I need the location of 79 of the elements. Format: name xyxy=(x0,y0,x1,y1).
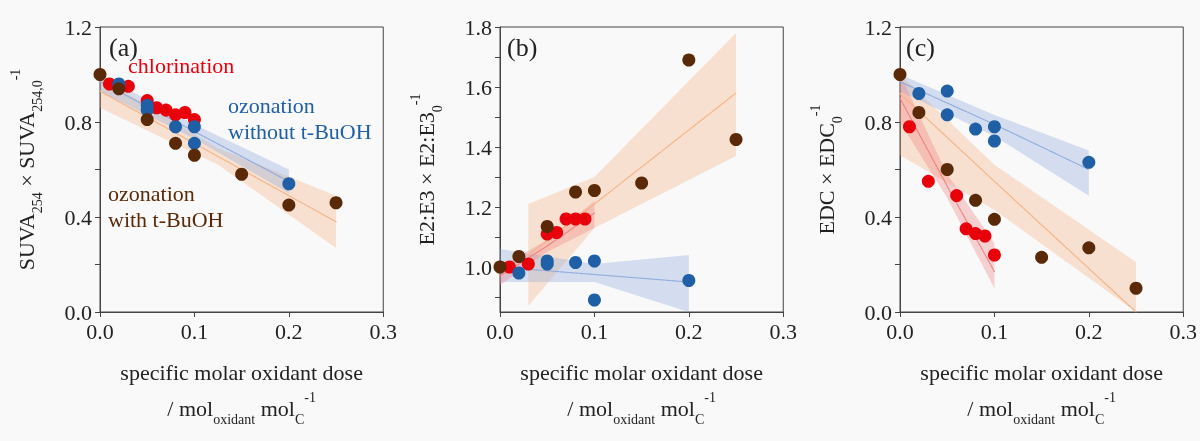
point xyxy=(1082,241,1096,255)
point xyxy=(187,120,201,134)
y-tick-label: 0.0 xyxy=(864,299,892,325)
point xyxy=(93,68,107,81)
y-axis-title: E2:E3 × E2:E30-1 xyxy=(407,93,445,246)
y-tick-label: 1.6 xyxy=(464,74,492,100)
y-tick-label: 0.4 xyxy=(864,204,892,230)
x-tick-label: 0.1 xyxy=(980,318,1009,344)
point xyxy=(969,193,983,207)
point xyxy=(940,108,954,122)
x-tick-label: 0.3 xyxy=(1169,318,1197,344)
point xyxy=(329,196,343,210)
y-tick-label: 1.2 xyxy=(464,194,492,220)
point xyxy=(987,212,1001,226)
point xyxy=(987,120,1001,134)
point xyxy=(550,226,564,239)
point xyxy=(512,250,526,263)
x-tick-label: 0.3 xyxy=(769,318,797,344)
x-tick-label: 0.1 xyxy=(580,318,609,344)
y-tick-label: 1.0 xyxy=(464,254,492,280)
point xyxy=(178,106,192,119)
point xyxy=(587,293,601,307)
point xyxy=(578,212,592,226)
series-label: ozonation with t-BuOH xyxy=(108,180,224,232)
point xyxy=(987,248,1001,262)
x-tick-label: 0.1 xyxy=(180,318,209,344)
point xyxy=(512,266,526,280)
point xyxy=(921,174,935,188)
point xyxy=(902,120,916,134)
point xyxy=(682,53,696,67)
point xyxy=(140,113,154,127)
chart-title: (b) xyxy=(507,32,538,62)
point xyxy=(912,87,926,100)
point xyxy=(1035,250,1049,264)
point xyxy=(187,136,201,150)
y-axis-title: SUVA254 × SUVA254,0-1 xyxy=(7,68,45,271)
x-tick-label: 0.2 xyxy=(675,318,703,344)
y-tick-label: 1.2 xyxy=(864,14,892,40)
point xyxy=(1129,281,1143,295)
point xyxy=(282,177,296,191)
point xyxy=(169,136,183,150)
point xyxy=(493,260,507,274)
point xyxy=(940,84,954,98)
y-tick-label: 1.4 xyxy=(464,134,492,160)
point xyxy=(540,220,554,233)
point xyxy=(893,68,907,81)
y-tick-label: 1.2 xyxy=(64,14,92,40)
y-tick-label: 1.8 xyxy=(464,14,492,40)
y-axis-title: EDC × EDC0-1 xyxy=(807,104,845,235)
point xyxy=(187,148,201,162)
point xyxy=(635,176,649,190)
point xyxy=(569,256,583,269)
y-tick-label: 0.0 xyxy=(64,299,92,325)
y-tick-label: 0.8 xyxy=(864,109,892,135)
point xyxy=(682,274,696,287)
y-tick-label: 0.4 xyxy=(64,204,92,230)
point xyxy=(521,257,535,271)
point xyxy=(587,254,601,268)
y-tick-label: 0.8 xyxy=(64,109,92,135)
x-tick-label: 0.0 xyxy=(486,318,514,344)
point xyxy=(169,120,183,134)
point xyxy=(950,189,964,203)
point xyxy=(1082,155,1096,169)
point xyxy=(569,185,583,199)
point xyxy=(987,134,1001,148)
point xyxy=(235,167,249,181)
point xyxy=(969,122,983,136)
point xyxy=(112,82,126,96)
point xyxy=(729,133,743,146)
series-label: ozonation without t-BuOH xyxy=(228,92,372,144)
x-tick-label: 0.2 xyxy=(1075,318,1103,344)
chart-title: (c) xyxy=(906,32,935,62)
point xyxy=(940,163,954,176)
point xyxy=(912,106,926,119)
x-tick-label: 0.2 xyxy=(275,318,303,344)
point xyxy=(282,198,296,212)
point xyxy=(587,184,601,197)
x-tick-label: 0.3 xyxy=(369,318,397,344)
point xyxy=(978,229,992,243)
